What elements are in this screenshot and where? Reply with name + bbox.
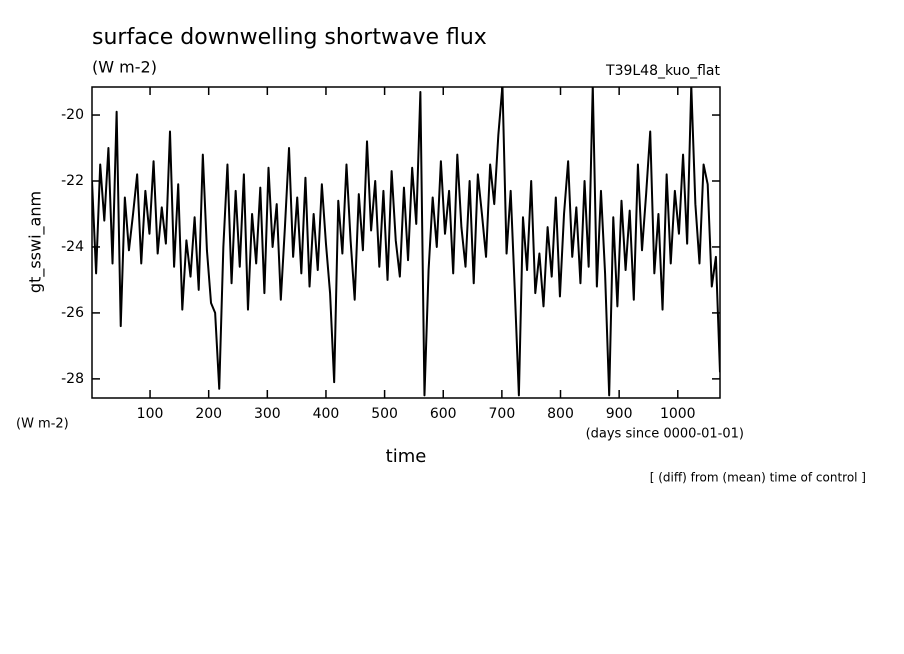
y-axis-label: gt_sswi_anm bbox=[26, 191, 46, 293]
annotation: T39L48_kuo_flat bbox=[605, 63, 720, 79]
x-axis-label: time bbox=[386, 446, 427, 467]
y-unit: (W m-2) bbox=[16, 417, 69, 432]
x-tick-label: 900 bbox=[606, 406, 633, 422]
x-tick-label: 400 bbox=[313, 406, 340, 422]
x-tick-label: 600 bbox=[430, 406, 457, 422]
x-tick-label: 800 bbox=[547, 406, 574, 422]
x-tick-label: 100 bbox=[137, 406, 164, 422]
x-unit: (days since 0000-01-01) bbox=[586, 427, 744, 442]
y-tick-label: -22 bbox=[61, 173, 84, 189]
x-tick-label: 500 bbox=[371, 406, 398, 422]
plot-frame bbox=[91, 86, 721, 399]
subtitle: (W m-2) bbox=[92, 58, 157, 77]
x-tick-label: 1000 bbox=[660, 406, 696, 422]
footnote: [ (diff) from (mean) time of control ] bbox=[650, 471, 866, 485]
x-tick-label: 300 bbox=[254, 406, 281, 422]
x-tick-label: 200 bbox=[195, 406, 222, 422]
chart-title: surface downwelling shortwave flux bbox=[92, 25, 487, 50]
x-tick-label: 700 bbox=[489, 406, 516, 422]
y-tick-label: -26 bbox=[61, 305, 84, 321]
y-tick-label: -28 bbox=[61, 371, 84, 387]
y-tick-label: -20 bbox=[61, 107, 84, 123]
y-tick-label: -24 bbox=[61, 239, 84, 255]
data-line bbox=[92, 87, 720, 397]
